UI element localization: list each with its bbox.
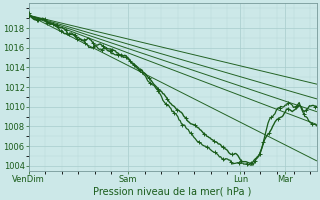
- X-axis label: Pression niveau de la mer( hPa ): Pression niveau de la mer( hPa ): [93, 187, 252, 197]
